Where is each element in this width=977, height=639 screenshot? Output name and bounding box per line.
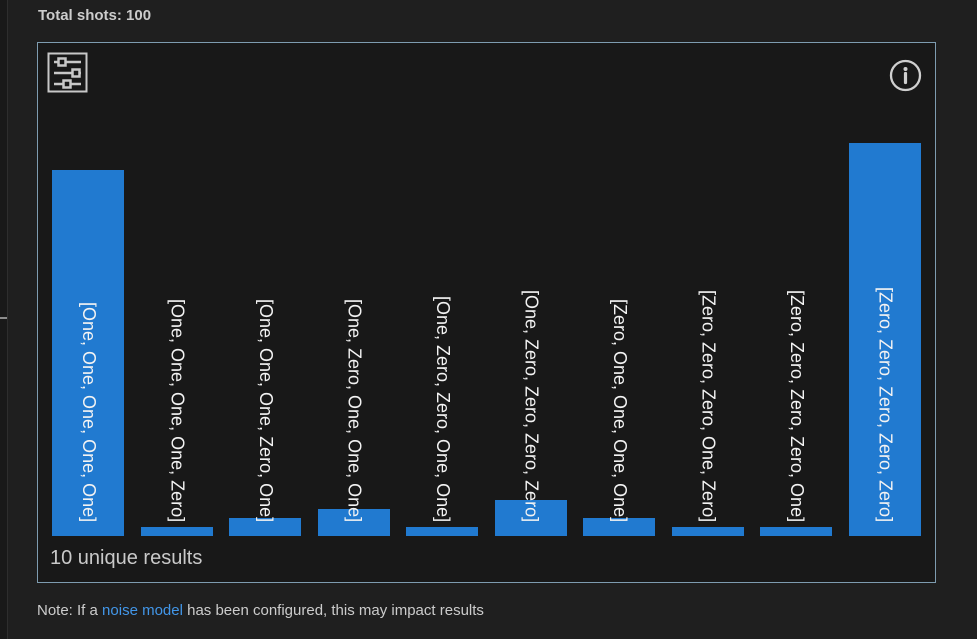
bar-label: [One, One, One, One, Zero] xyxy=(167,298,188,522)
total-shots-label: Total shots: 100 xyxy=(38,7,152,24)
histogram-column: [One, One, One, One, One] xyxy=(44,43,133,536)
panel-sash[interactable] xyxy=(0,0,8,639)
histogram-column: [One, Zero, Zero, Zero, Zero] xyxy=(487,43,576,536)
histogram-bar[interactable] xyxy=(229,518,302,536)
histogram-bar[interactable] xyxy=(406,527,479,536)
info-button[interactable] xyxy=(889,59,922,92)
info-icon xyxy=(889,59,922,92)
histogram-bar[interactable] xyxy=(494,500,567,536)
bar-label: [Zero, Zero, Zero, One, Zero] xyxy=(698,289,719,522)
settings-button[interactable] xyxy=(47,52,88,93)
note-suffix: has been configured, this may impact res… xyxy=(182,602,484,619)
bar-label: [Zero, Zero, Zero, Zero, Zero] xyxy=(875,286,896,522)
histogram-bar[interactable] xyxy=(848,143,921,536)
bar-label: [Zero, One, One, One, One] xyxy=(609,298,630,522)
bar-label: [Zero, Zero, Zero, Zero, One] xyxy=(786,289,807,522)
bar-label: [One, Zero, Zero, Zero, Zero] xyxy=(521,289,542,522)
histogram-column: [One, One, One, Zero, One] xyxy=(221,43,310,536)
histogram-chart: [One, One, One, One, One] [One, One, One,… xyxy=(37,42,936,583)
note-text: Note: If a noise model has been configur… xyxy=(37,602,484,619)
histogram-bar[interactable] xyxy=(140,527,213,536)
histogram-bar[interactable] xyxy=(317,509,390,536)
histogram-bar[interactable] xyxy=(52,169,125,536)
histogram-column: [Zero, Zero, Zero, Zero, One] xyxy=(752,43,841,536)
histogram-bar[interactable] xyxy=(583,518,656,536)
histogram-column: [One, Zero, One, One, One] xyxy=(310,43,399,536)
histogram-column: [Zero, One, One, One, One] xyxy=(575,43,664,536)
histogram-column: [Zero, Zero, Zero, Zero, Zero] xyxy=(841,43,930,536)
noise-model-link[interactable]: noise model xyxy=(102,602,183,619)
histogram-bar[interactable] xyxy=(671,527,744,536)
histogram-bar[interactable] xyxy=(760,527,833,536)
histogram-column: [One, One, One, One, Zero] xyxy=(133,43,222,536)
histogram-column: [Zero, Zero, Zero, One, Zero] xyxy=(664,43,753,536)
bar-label: [One, One, One, One, One] xyxy=(78,301,99,522)
histogram-bars: [One, One, One, One, One] [One, One, One,… xyxy=(44,43,929,536)
sliders-icon xyxy=(47,52,88,93)
bar-label: [One, Zero, One, One, One] xyxy=(344,298,365,522)
bar-label: [One, Zero, Zero, One, One] xyxy=(432,295,453,522)
note-prefix: Note: If a xyxy=(37,602,103,619)
bar-label: [One, One, One, Zero, One] xyxy=(255,298,276,522)
histogram-column: [One, Zero, Zero, One, One] xyxy=(398,43,487,536)
unique-results-label: 10 unique results xyxy=(50,547,203,569)
sash-handle[interactable] xyxy=(0,317,7,319)
